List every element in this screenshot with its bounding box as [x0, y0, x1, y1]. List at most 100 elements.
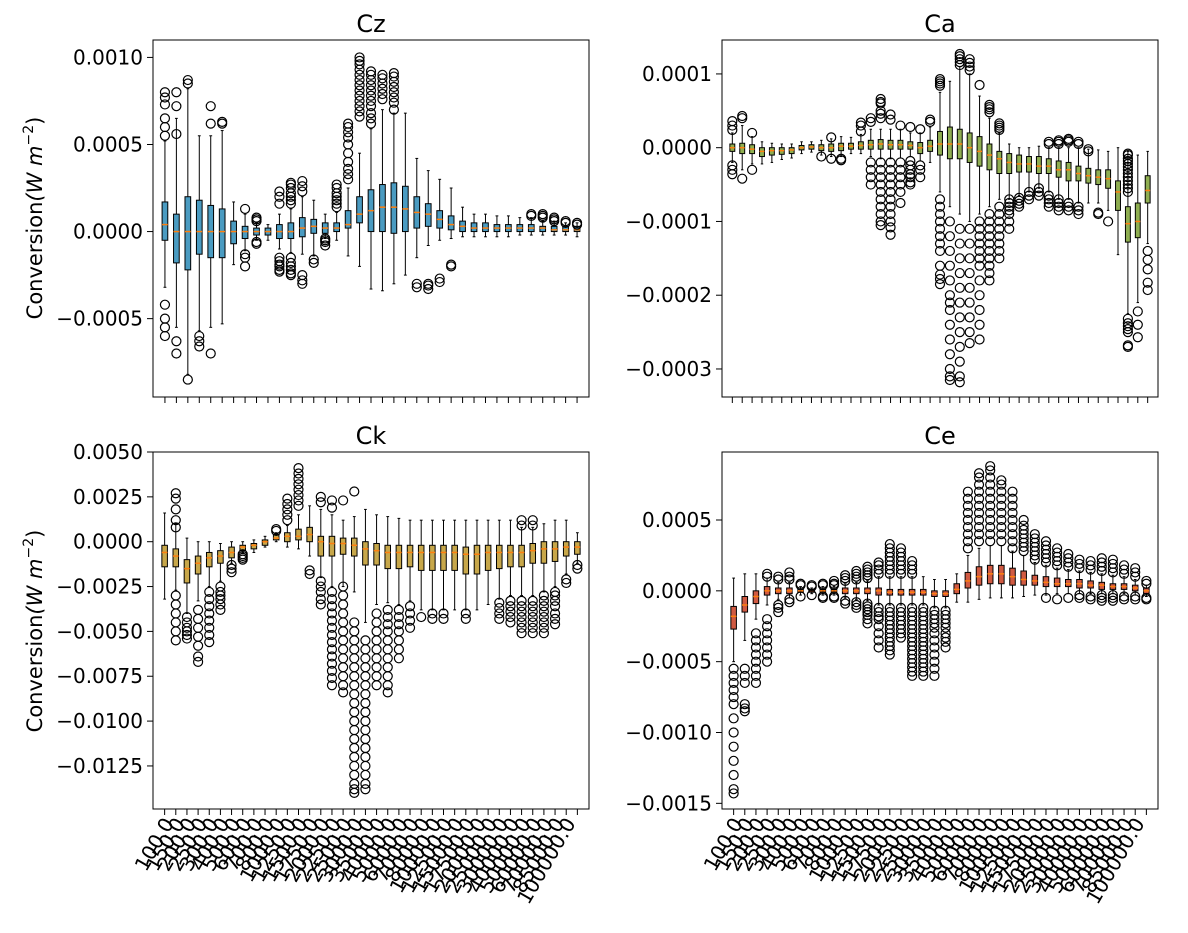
outlier-point [795, 578, 806, 589]
box-100.0 [161, 512, 168, 600]
outlier-point [215, 594, 226, 605]
outlier-point [944, 319, 955, 330]
outlier-point [862, 564, 873, 575]
outlier-point [571, 219, 583, 230]
outlier-point [816, 151, 827, 162]
outlier-point [1007, 529, 1018, 540]
outlier-point [1018, 520, 1029, 531]
outlier-point [315, 581, 326, 592]
y-tick-label: −0.0005 [56, 307, 143, 331]
outlier-point [885, 216, 896, 227]
box-iqr [484, 544, 492, 571]
outlier-point [297, 278, 308, 289]
outlier-point [940, 636, 951, 647]
outlier-point [962, 493, 973, 504]
outlier-point [382, 662, 393, 673]
box-iqr [473, 544, 481, 575]
outlier-point [1053, 135, 1064, 146]
outlier-point [1053, 194, 1064, 205]
outlier-point [985, 479, 996, 490]
outlier-point [929, 622, 940, 633]
outlier-point [170, 515, 181, 526]
box-10000.0 [964, 54, 975, 349]
outlier-point [875, 105, 886, 116]
box-500.0 [230, 201, 237, 266]
outlier-point [349, 742, 360, 754]
outlier-point [875, 113, 886, 124]
outlier-point [750, 670, 762, 681]
outlier-point [761, 649, 773, 660]
outlier-point [895, 543, 907, 554]
outlier-point [360, 715, 371, 727]
box-3000.0 [918, 576, 929, 681]
box-250.0 [761, 568, 773, 667]
outlier-point [360, 644, 371, 655]
outlier-point [331, 195, 342, 206]
outlier-point [297, 181, 308, 192]
outlier-point [326, 594, 338, 605]
box-200.0 [182, 74, 193, 385]
outlier-point [388, 97, 399, 108]
outlier-point [1073, 136, 1084, 147]
outlier-point [1122, 164, 1133, 175]
outlier-point [204, 629, 215, 641]
outlier-point [326, 651, 338, 662]
outlier-point [940, 642, 951, 653]
outlier-point [934, 245, 946, 257]
outlier-point [360, 671, 371, 682]
y-tick-label: −0.0015 [625, 791, 712, 815]
box-iqr [429, 544, 436, 571]
outlier-point [354, 111, 365, 122]
outlier-point [973, 521, 985, 533]
outlier-point [784, 597, 795, 608]
outlier-point [285, 188, 296, 199]
outlier-point [194, 336, 205, 347]
outlier-point [204, 586, 215, 598]
outlier-point [537, 212, 548, 223]
plot-area-ck: −0.0125 −0.0100 −0.0075 −0.0050 −0.0025 0.000… [56, 440, 590, 908]
outlier-point [349, 486, 360, 497]
outlier-point [371, 644, 382, 655]
box-70000.0 [549, 212, 560, 236]
outlier-point [293, 484, 304, 495]
outlier-point [885, 114, 896, 125]
box-2500.0 [907, 555, 918, 681]
outlier-point [549, 595, 561, 606]
y-tick-label: −0.0005 [625, 650, 712, 674]
outlier-point [885, 172, 896, 183]
outlier-point [338, 626, 349, 637]
outlier-point [326, 680, 338, 691]
outlier-point [954, 312, 965, 323]
box-iqr [1134, 202, 1141, 239]
outlier-point [377, 88, 388, 100]
outlier-point [915, 164, 926, 175]
outlier-point [181, 622, 193, 633]
outlier-point [1141, 594, 1152, 605]
outlier-point [427, 608, 438, 619]
outlier-point [388, 87, 399, 98]
outlier-point [285, 257, 296, 269]
outlier-point [994, 208, 1005, 220]
outlier-point [1132, 332, 1143, 343]
outlier-point [1052, 543, 1063, 554]
box-1000.0 [826, 132, 837, 164]
box-iqr [287, 222, 295, 240]
outlier-point [962, 486, 973, 497]
outlier-point [996, 529, 1007, 540]
outlier-point [885, 164, 896, 175]
box-30000.0 [505, 215, 512, 238]
outlier-point [192, 631, 204, 642]
outlier-point [728, 677, 739, 689]
outlier-point [934, 208, 946, 220]
outlier-point [773, 606, 784, 618]
outlier-point [326, 658, 338, 669]
outlier-point [944, 290, 955, 301]
box-25000.0 [493, 215, 501, 238]
outlier-point [204, 601, 215, 612]
y-tick-label: 0.0001 [642, 62, 712, 86]
outlier-point [215, 581, 226, 592]
outlier-point [750, 649, 762, 660]
outlier-point [360, 784, 371, 795]
box-20000.0 [473, 519, 481, 611]
outlier-point [181, 617, 193, 628]
